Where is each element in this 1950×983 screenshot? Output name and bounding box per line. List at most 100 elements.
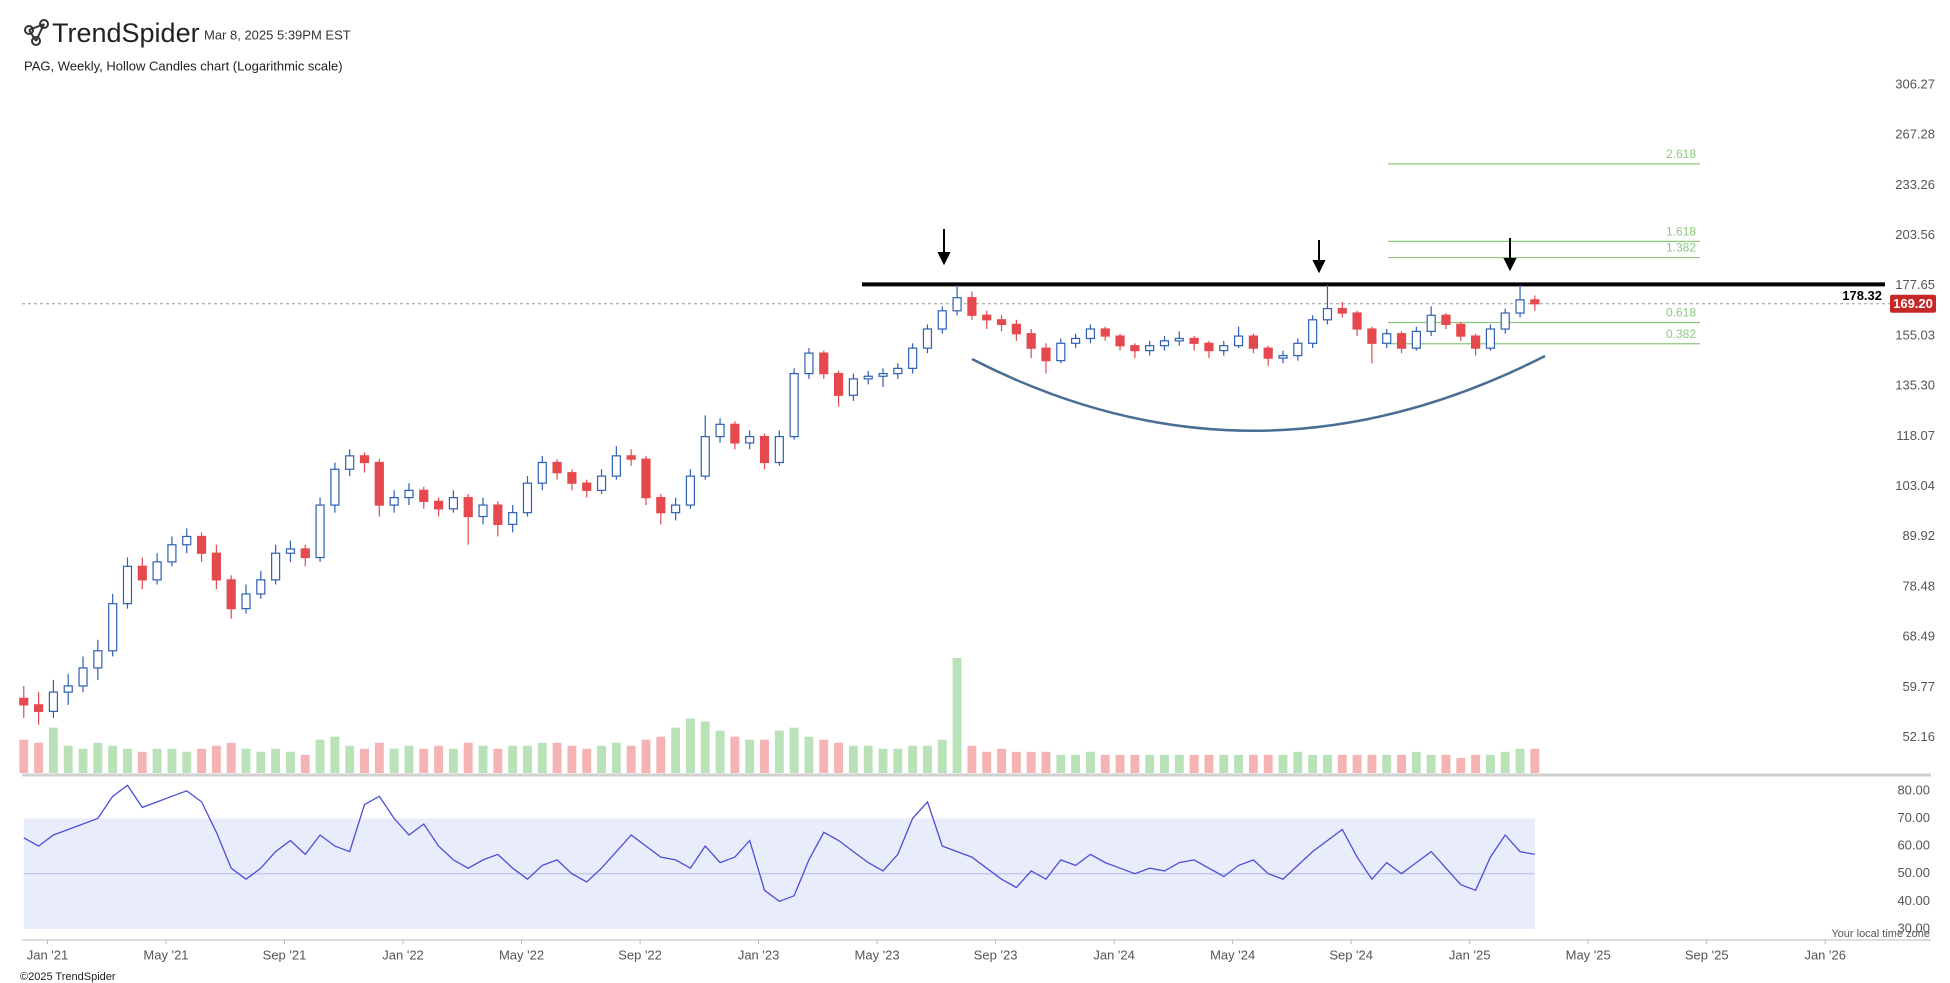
cup-curve	[971, 354, 1546, 432]
candle-body	[152, 561, 162, 581]
volume-bar	[1026, 751, 1036, 773]
candle-body	[685, 475, 696, 506]
x-tick-label: May '25	[1566, 947, 1611, 962]
volume-bar	[1530, 748, 1540, 773]
x-tick-label: May '24	[1210, 947, 1255, 962]
last-price-label: 169.20	[1893, 296, 1933, 311]
candle-body	[1115, 335, 1125, 347]
candle-body	[1056, 342, 1066, 362]
volume-bar	[789, 727, 799, 773]
candle-body	[730, 423, 740, 444]
volume-bar	[152, 748, 162, 773]
volume-bar	[271, 748, 281, 773]
y-tick-label: 267.28	[1895, 127, 1935, 142]
candle-body	[167, 544, 177, 563]
volume-bar	[1219, 754, 1229, 773]
volume-bar	[893, 748, 903, 773]
y-tick-label: 78.48	[1902, 578, 1935, 593]
volume-bar	[730, 736, 740, 773]
candle-body	[567, 472, 577, 484]
volume-bar	[226, 742, 236, 773]
timezone-note: Your local time zone	[1831, 928, 1930, 940]
volume-bar	[78, 748, 88, 773]
volume-bar	[108, 745, 118, 773]
candle-body	[1411, 330, 1421, 349]
x-tick-label: Jan '21	[27, 947, 69, 962]
volume-bar	[1204, 754, 1214, 773]
volume-bar	[537, 742, 547, 773]
x-tick-label: Jan '26	[1804, 947, 1846, 962]
x-tick-label: Jan '25	[1449, 947, 1491, 962]
volume-bar	[1337, 754, 1347, 773]
rsi-tick-label: 40.00	[1897, 893, 1930, 908]
volume-bar	[611, 742, 621, 773]
candle-body	[552, 461, 562, 474]
candle-body	[537, 461, 547, 484]
chart-title: PAG, Weekly, Hollow Candles chart (Logar…	[24, 58, 343, 73]
volume-bar	[1100, 754, 1110, 773]
candle-body	[226, 579, 236, 610]
volume-bar	[478, 745, 488, 773]
candle-body	[389, 497, 399, 506]
candle-body	[1367, 328, 1377, 344]
candle-body	[1293, 342, 1303, 357]
candle-body	[641, 458, 651, 499]
volume-bar	[774, 730, 784, 773]
candle-body	[182, 535, 192, 546]
volume-bar	[1367, 754, 1377, 773]
volume-bar	[1174, 754, 1184, 773]
y-tick-label: 52.16	[1902, 729, 1935, 744]
candle-body	[1204, 342, 1214, 352]
rsi-tick-label: 70.00	[1897, 810, 1930, 825]
y-tick-label: 203.56	[1895, 227, 1935, 242]
x-tick-label: Sep '21	[263, 947, 307, 962]
candle-body	[1500, 312, 1510, 330]
candle-body	[878, 372, 888, 377]
volume-bar	[48, 727, 58, 773]
candle-body	[1233, 335, 1244, 347]
candle-body	[241, 593, 251, 610]
volume-bar	[908, 745, 918, 773]
candle-body	[345, 455, 355, 470]
arrows	[937, 229, 1517, 274]
candle-body	[78, 667, 88, 687]
volume-bar	[552, 742, 562, 773]
volume-bar	[878, 748, 888, 773]
candle-body	[463, 497, 473, 518]
x-tick-label: Sep '24	[1329, 947, 1373, 962]
candle-body	[1174, 337, 1184, 342]
volume-bar	[863, 745, 873, 773]
candle-body	[863, 375, 873, 380]
volume-bar	[967, 745, 977, 773]
x-tick-label: Sep '23	[974, 947, 1018, 962]
candle-body	[196, 535, 207, 554]
candle-body	[715, 423, 725, 438]
x-tick-label: May '23	[855, 947, 900, 962]
candle-body	[478, 504, 488, 518]
y-tick-label: 89.92	[1902, 528, 1935, 543]
volume-bar	[848, 745, 858, 773]
candle-body	[922, 328, 933, 349]
candle-body	[1530, 299, 1540, 305]
candle-body	[1189, 337, 1199, 344]
volume-bar	[937, 739, 947, 773]
volume-bar	[1115, 754, 1125, 773]
volume-bar	[93, 742, 103, 773]
y-tick-label: 135.30	[1895, 378, 1935, 393]
candle-body	[93, 650, 103, 669]
volume-bar	[819, 739, 829, 773]
candle-body	[759, 436, 770, 464]
last-price-box	[1890, 294, 1936, 313]
candle-body	[48, 691, 59, 712]
x-tick-label: May '22	[499, 947, 544, 962]
candle-body	[996, 319, 1007, 325]
candle-body	[1159, 340, 1170, 347]
volume-bar	[389, 748, 399, 773]
volume-bar	[582, 748, 592, 773]
y-tick-label: 177.65	[1895, 277, 1935, 292]
volume-bar	[34, 742, 44, 773]
volume-bar	[197, 748, 206, 773]
volume-bar	[211, 745, 221, 773]
